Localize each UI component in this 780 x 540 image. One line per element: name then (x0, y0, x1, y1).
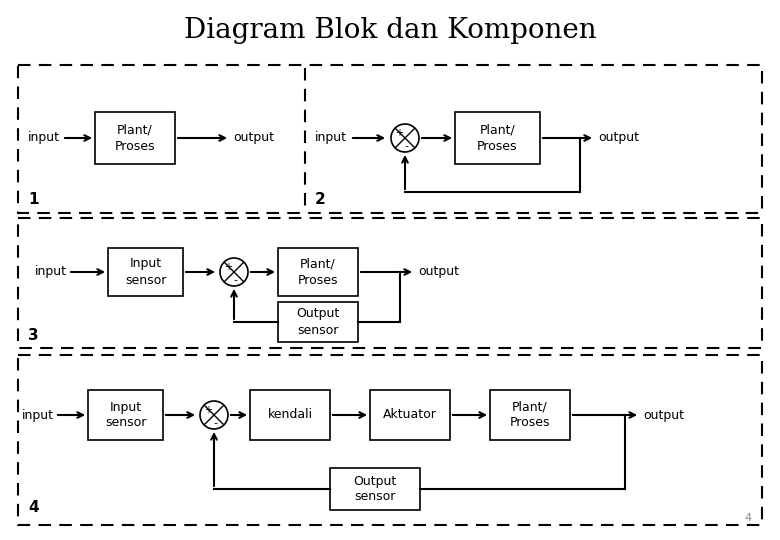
Text: -: - (214, 418, 218, 428)
Text: output: output (418, 266, 459, 279)
Bar (278, 302, 358, 342)
Bar (88, 390, 163, 440)
Bar (250, 390, 330, 440)
Text: output: output (598, 132, 639, 145)
Text: input: input (315, 132, 347, 145)
Text: input: input (22, 408, 54, 422)
Bar (278, 248, 358, 296)
Bar (18, 218, 762, 348)
Text: Diagram Blok dan Komponen: Diagram Blok dan Komponen (183, 17, 597, 44)
Text: 4: 4 (28, 501, 39, 516)
Bar (370, 390, 450, 440)
Bar (108, 248, 183, 296)
Bar (18, 355, 762, 525)
Text: Plant/
Proses: Plant/ Proses (115, 124, 155, 152)
Text: 1: 1 (28, 192, 38, 207)
Bar (490, 390, 570, 440)
Text: -: - (233, 275, 237, 285)
Text: Plant/
Proses: Plant/ Proses (298, 258, 339, 287)
Text: Aktuator: Aktuator (383, 408, 437, 422)
Text: input: input (28, 132, 60, 145)
Text: 3: 3 (28, 327, 39, 342)
Text: -: - (404, 141, 409, 151)
Text: 2: 2 (315, 192, 326, 207)
Text: output: output (643, 408, 684, 422)
Text: 4: 4 (745, 513, 752, 523)
Text: Input
sensor: Input sensor (125, 258, 166, 287)
Text: +: + (204, 405, 211, 415)
Text: kendali: kendali (268, 408, 313, 422)
Text: Output
sensor: Output sensor (353, 475, 396, 503)
Bar (455, 112, 540, 164)
Bar (18, 65, 762, 213)
Text: output: output (233, 132, 274, 145)
Text: +: + (395, 128, 402, 138)
Text: input: input (35, 266, 67, 279)
Bar (330, 468, 420, 510)
Bar (95, 112, 175, 164)
Text: +: + (224, 262, 232, 272)
Text: Plant/
Proses: Plant/ Proses (510, 401, 550, 429)
Text: Output
sensor: Output sensor (296, 307, 339, 336)
Text: Plant/
Proses: Plant/ Proses (477, 124, 518, 152)
Text: Input
sensor: Input sensor (105, 401, 146, 429)
